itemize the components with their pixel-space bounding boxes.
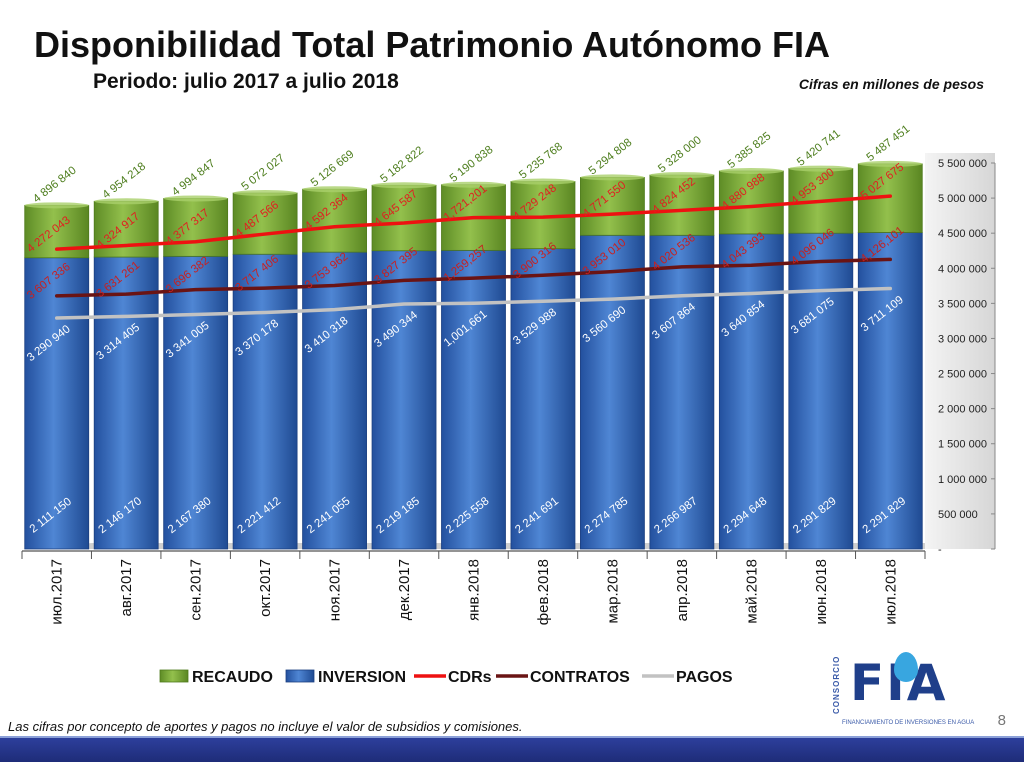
x-tick-label: фев.2018 — [535, 559, 552, 625]
y-tick-label: 500 000 — [938, 509, 978, 521]
bar-recaudo-top — [788, 165, 853, 172]
period-subtitle: Periodo: julio 2017 a julio 2018 — [93, 70, 399, 93]
footer-bar — [0, 736, 1024, 762]
label-recaudo: 5 385 825 — [726, 130, 774, 171]
bar-recaudo — [580, 177, 645, 236]
bar-inversion — [163, 255, 229, 550]
bar-recaudo-top — [24, 202, 89, 209]
y-tick-label: 2 500 000 — [938, 369, 987, 381]
x-tick-label: янв.2018 — [466, 559, 483, 621]
y-tick-label: 1 000 000 — [938, 474, 987, 486]
legend-label: INVERSION — [318, 669, 406, 686]
bar-recaudo-top — [719, 168, 784, 175]
label-recaudo: 5 294 808 — [587, 137, 635, 178]
fia-logo: CONSORCIO FIA FINANCIAMIENTO DE INVERSIO… — [830, 650, 980, 732]
label-recaudo: 4 896 840 — [31, 164, 79, 205]
bar-recaudo — [649, 174, 715, 236]
bar-inversion — [441, 249, 506, 550]
bar-recaudo — [718, 170, 784, 235]
logo-tagline: FINANCIAMIENTO DE INVERSIONES EN AGUA — [842, 720, 975, 726]
bar-inversion — [510, 248, 576, 550]
label-recaudo: 5 235 768 — [517, 141, 565, 182]
x-tick-label: июн.2018 — [813, 559, 830, 624]
bar-recaudo-top — [510, 178, 575, 185]
bar-recaudo — [232, 192, 298, 255]
y-tick-label: 3 500 000 — [938, 298, 987, 310]
x-tick-label: май.2018 — [743, 559, 760, 624]
legend-swatch — [159, 669, 189, 683]
bar-recaudo-top — [372, 182, 437, 189]
line-pagos — [54, 286, 893, 320]
y-tick-label: 5 000 000 — [938, 193, 987, 205]
x-tick-label: мар.2018 — [604, 559, 621, 624]
label-recaudo: 5 328 000 — [656, 134, 704, 175]
bar-inversion — [718, 233, 784, 550]
bar-inversion — [857, 232, 923, 550]
legend-label: CDRs — [448, 669, 492, 686]
line-cdrs — [54, 194, 893, 251]
y-tick-label: 1 500 000 — [938, 439, 987, 451]
label-recaudo: 5 420 741 — [795, 128, 843, 169]
label-recaudo: 5 126 669 — [309, 148, 357, 189]
bar-inversion — [580, 234, 645, 550]
line-contratos — [54, 257, 893, 298]
bar-recaudo-top — [302, 186, 367, 193]
y-tick-label: - — [938, 544, 942, 556]
bar-recaudo-top — [441, 181, 506, 188]
water-drop-icon — [894, 652, 918, 682]
x-tick-label: сен.2017 — [188, 559, 205, 621]
chart-back-wall — [925, 153, 995, 549]
legend-label: CONTRATOS — [530, 669, 630, 686]
y-tick-label: 4 000 000 — [938, 263, 987, 275]
y-tick-label: 4 500 000 — [938, 228, 987, 240]
x-tick-label: апр.2018 — [674, 559, 691, 621]
x-tick-label: июл.2018 — [882, 559, 899, 625]
bar-recaudo-top — [858, 160, 923, 167]
logo-side-text: CONSORCIO — [832, 655, 841, 714]
label-recaudo: 4 954 218 — [100, 160, 148, 201]
bar-inversion — [649, 234, 715, 550]
label-recaudo: 5 190 838 — [448, 144, 496, 185]
x-tick-label: июл.2017 — [49, 559, 66, 625]
bar-inversion — [302, 251, 367, 550]
chart-legend: RECAUDO INVERSION CDRs CONTRATOS PAGOS — [159, 669, 733, 686]
bar-inversion — [371, 250, 437, 550]
bar-recaudo — [371, 184, 437, 252]
legend-label: PAGOS — [676, 669, 733, 686]
units-note: Cifras en millones de pesos — [798, 76, 984, 92]
bar-recaudo — [302, 188, 367, 253]
page-title: Disponibilidad Total Patrimonio Autónomo… — [34, 24, 830, 65]
x-tick-label: авг.2017 — [118, 559, 135, 617]
legend-label: RECAUDO — [192, 669, 273, 686]
label-recaudo: 4 994 847 — [170, 158, 218, 199]
legend-swatch — [285, 669, 315, 683]
bar-recaudo-top — [233, 190, 298, 197]
x-tick-label: ноя.2017 — [327, 559, 344, 621]
bar-inversion — [93, 256, 159, 550]
label-recaudo: 5 072 027 — [239, 152, 287, 193]
footnote: Las cifras por concepto de aportes y pag… — [8, 719, 523, 734]
bar-inversion — [24, 257, 90, 550]
bar-recaudo-top — [649, 172, 714, 179]
y-tick-label: 3 000 000 — [938, 333, 987, 345]
bar-recaudo-top — [163, 195, 228, 202]
y-tick-label: 5 500 000 — [938, 158, 987, 170]
label-recaudo: 5 182 822 — [378, 144, 426, 185]
bar-recaudo-top — [580, 174, 645, 181]
bar-inversion — [788, 232, 854, 550]
y-tick-label: 2 000 000 — [938, 404, 987, 416]
label-recaudo: 5 487 451 — [865, 123, 913, 164]
x-tick-label: окт.2017 — [257, 559, 274, 617]
bar-recaudo-top — [94, 198, 159, 205]
x-tick-label: дек.2017 — [396, 559, 413, 620]
page-number: 8 — [997, 712, 1006, 729]
